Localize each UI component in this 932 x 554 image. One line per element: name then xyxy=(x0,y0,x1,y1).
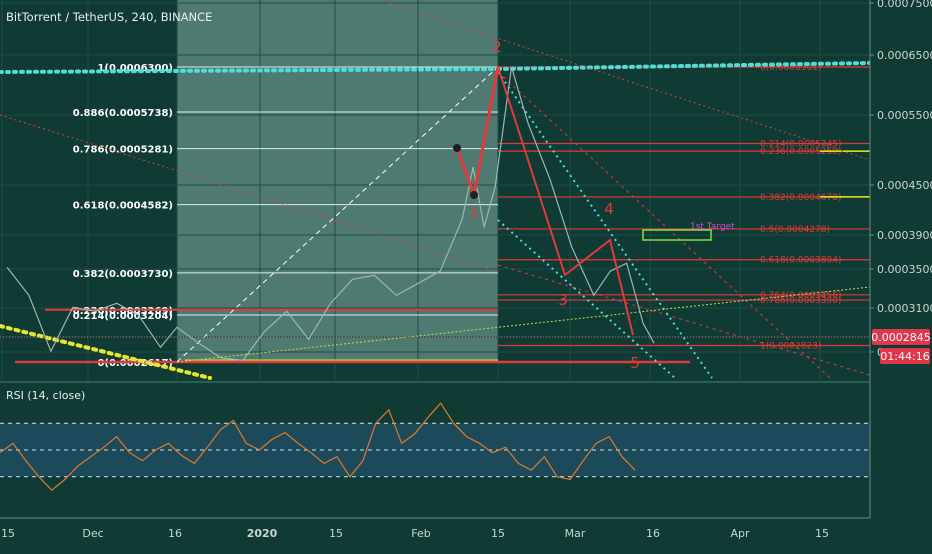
red-fib-label: 0(0.0006301) xyxy=(760,63,821,73)
wave-label-5: 5 xyxy=(630,354,640,372)
red-fib-label: 1(0.0002823) xyxy=(760,341,821,351)
fib-level-label: 0.886(0.0005738) xyxy=(73,108,173,119)
chart-title: BitTorrent / TetherUS, 240, BINANCE xyxy=(6,10,212,24)
target-box xyxy=(642,229,712,241)
wave-path xyxy=(497,66,634,336)
wave-label-1: 1 xyxy=(469,204,479,222)
x-tick-label: 16 xyxy=(646,527,660,540)
fib-level-label: 1(0.0006300) xyxy=(97,63,173,74)
x-tick-label: Feb xyxy=(411,527,430,540)
fib-level-label: 0.786(0.0005281) xyxy=(73,145,173,156)
fib-level-label: 0.214(0.0003204) xyxy=(73,311,173,322)
y-tick-label: 0.0005500 xyxy=(877,109,932,122)
red-fib-label: 0.5(0.0004278) xyxy=(760,225,830,235)
x-tick-label: 16 xyxy=(168,527,182,540)
fib-diagonal xyxy=(176,66,499,363)
countdown-tag xyxy=(880,348,930,364)
red-fib-label: 0.786(0.0003390) xyxy=(760,296,841,306)
y-tick-label: 0.0003100 xyxy=(877,302,932,315)
y-tick-label: 0.0006500 xyxy=(877,49,932,62)
time-axis[interactable] xyxy=(0,518,932,550)
red-fib-label: 0.382(0.0004678) xyxy=(760,193,841,203)
red-fib-label: 0.618(0.0003894) xyxy=(760,256,841,266)
red-fib-label: 0.764(0.0003456) xyxy=(760,291,841,301)
price-tag xyxy=(872,329,930,345)
countdown-value: 01:44:16 xyxy=(880,350,929,363)
red-fib-label: 0.214(0.0005345) xyxy=(760,139,841,149)
red-trendline xyxy=(0,114,499,273)
wave-label-2: 2 xyxy=(492,38,502,56)
current-price-value: 0.0002845 xyxy=(871,331,931,344)
price-axis[interactable] xyxy=(870,0,932,550)
rsi-title: RSI (14, close) xyxy=(6,389,85,402)
y-tick-label: 0.0004500 xyxy=(877,179,932,192)
red-trendline xyxy=(497,71,831,379)
fib-level-label: 0.618(0.0004582) xyxy=(73,201,173,212)
x-tick-label: 15 xyxy=(1,527,15,540)
fib-level-label: 0.236(0.0003269) xyxy=(73,306,173,317)
x-tick-label: 15 xyxy=(815,527,829,540)
red-trendline xyxy=(497,264,871,376)
y-tick-label: 0.0007500 xyxy=(877,0,932,10)
green-trendline xyxy=(176,286,871,363)
wave-point xyxy=(453,144,461,152)
y-tick-label: 0.0003500 xyxy=(877,263,932,276)
x-tick-label: Mar xyxy=(565,527,586,540)
cyan-resistance-line xyxy=(0,67,500,74)
cyan-resistance-line xyxy=(496,61,872,71)
rsi-line xyxy=(0,402,636,492)
x-tick-label: 15 xyxy=(329,527,343,540)
x-tick-label: 2020 xyxy=(247,527,278,540)
yellow-support-line xyxy=(0,324,212,380)
y-tick-label: 0.0003900 xyxy=(877,229,932,242)
x-tick-label: Dec xyxy=(82,527,103,540)
target-annotation: 1st Target xyxy=(690,222,735,232)
wave-point xyxy=(470,191,478,199)
fib-level-label: 0(0.0002617) xyxy=(97,358,173,369)
wave-label-4: 4 xyxy=(604,200,614,218)
cyan-trendline xyxy=(497,71,713,379)
red-trendline xyxy=(379,0,871,161)
x-tick-label: Apr xyxy=(730,527,750,540)
x-tick-label: 15 xyxy=(491,527,505,540)
red-fib-label: 0.236(0.0005250) xyxy=(760,147,841,157)
wave-label-3: 3 xyxy=(558,291,568,309)
fib-level-label: 0.382(0.0003730) xyxy=(73,269,173,280)
fib-zone xyxy=(177,0,498,362)
price-line xyxy=(6,66,655,361)
